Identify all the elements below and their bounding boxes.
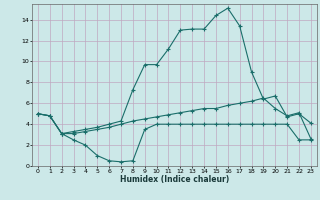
X-axis label: Humidex (Indice chaleur): Humidex (Indice chaleur) bbox=[120, 175, 229, 184]
